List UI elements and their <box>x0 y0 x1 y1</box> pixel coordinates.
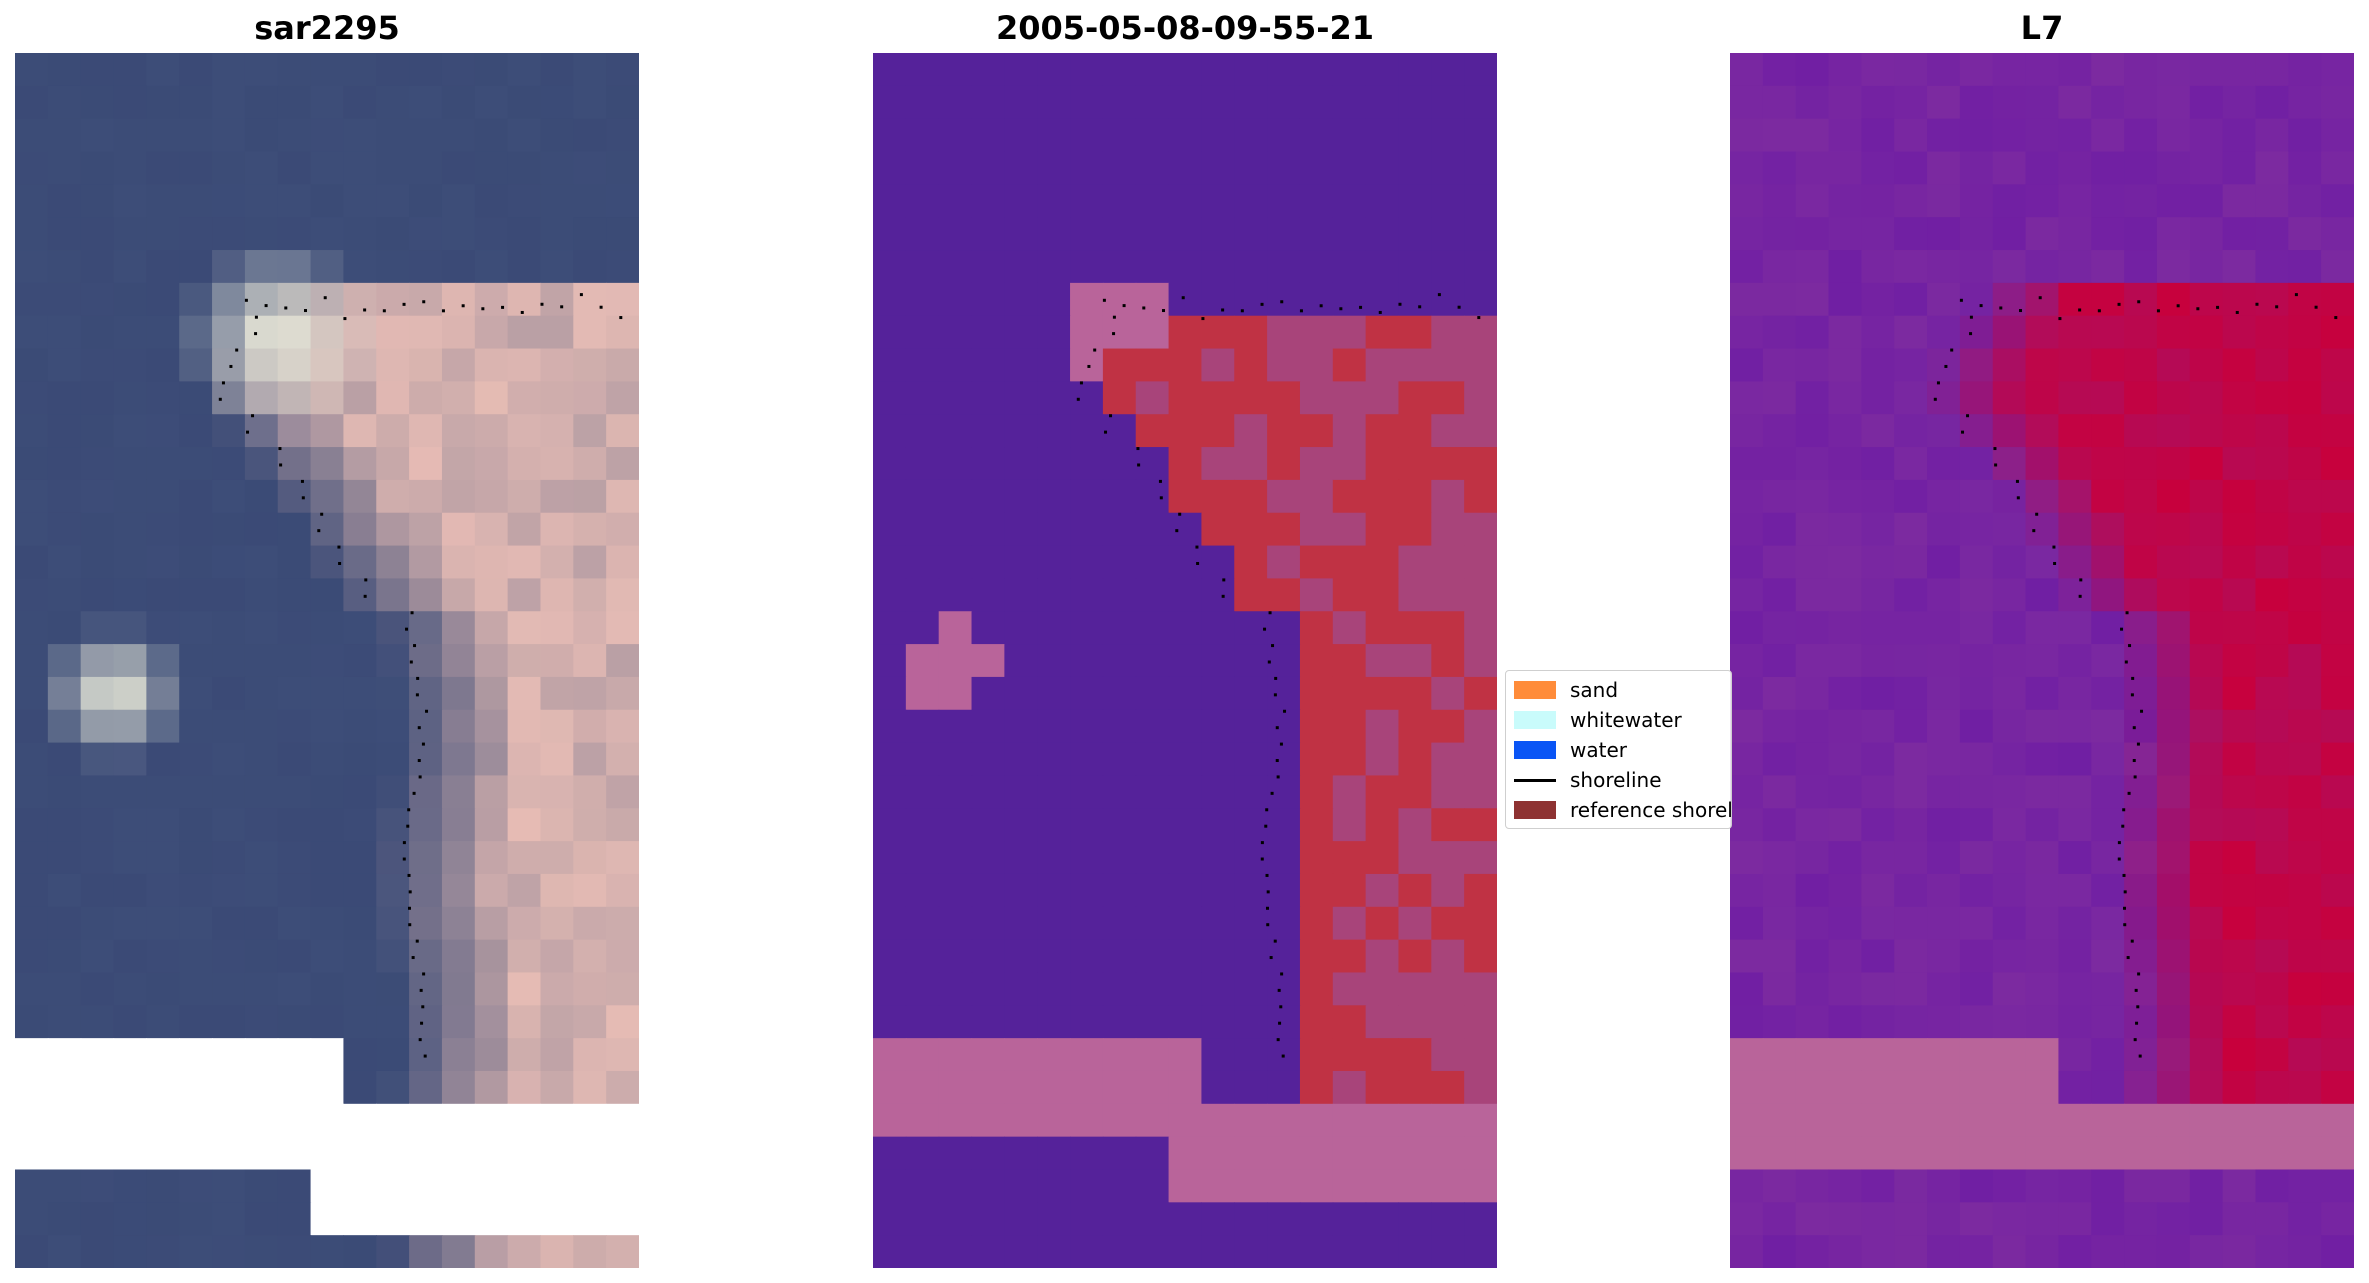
legend-swatch-reference-shoreline <box>1514 801 1556 819</box>
legend-swatch-whitewater <box>1514 711 1556 729</box>
legend-item-sand: sand <box>1514 677 1618 703</box>
classified-image-panel <box>873 53 1497 1268</box>
legend-item-whitewater: whitewater <box>1514 707 1682 733</box>
index-image-panel <box>1730 53 2354 1268</box>
legend-label-shoreline: shoreline <box>1570 768 1662 792</box>
legend-label-water: water <box>1570 738 1627 762</box>
panel-title-index: L7 <box>2020 9 2064 47</box>
legend-label-whitewater: whitewater <box>1570 708 1682 732</box>
legend-item-shoreline: shoreline <box>1514 767 1662 793</box>
index-image <box>1730 53 2354 1268</box>
legend-line-shoreline <box>1514 778 1556 782</box>
legend-item-water: water <box>1514 737 1627 763</box>
legend-label-sand: sand <box>1570 678 1619 702</box>
rgb-image-panel <box>15 53 639 1268</box>
classified-image <box>873 53 1497 1268</box>
legend-swatch-water <box>1514 741 1556 759</box>
panel-title-rgb: sar2295 <box>254 9 400 47</box>
legend-item-reference-shoreline: reference shoreline <box>1514 797 1732 823</box>
legend-swatch-sand <box>1514 681 1556 699</box>
panel-title-classified: 2005-05-08-09-55-21 <box>995 9 1375 47</box>
legend: sand whitewater water shoreline referenc… <box>1505 670 1732 829</box>
legend-label-reference-shoreline: reference shoreline <box>1570 798 1732 822</box>
rgb-image <box>15 53 639 1268</box>
